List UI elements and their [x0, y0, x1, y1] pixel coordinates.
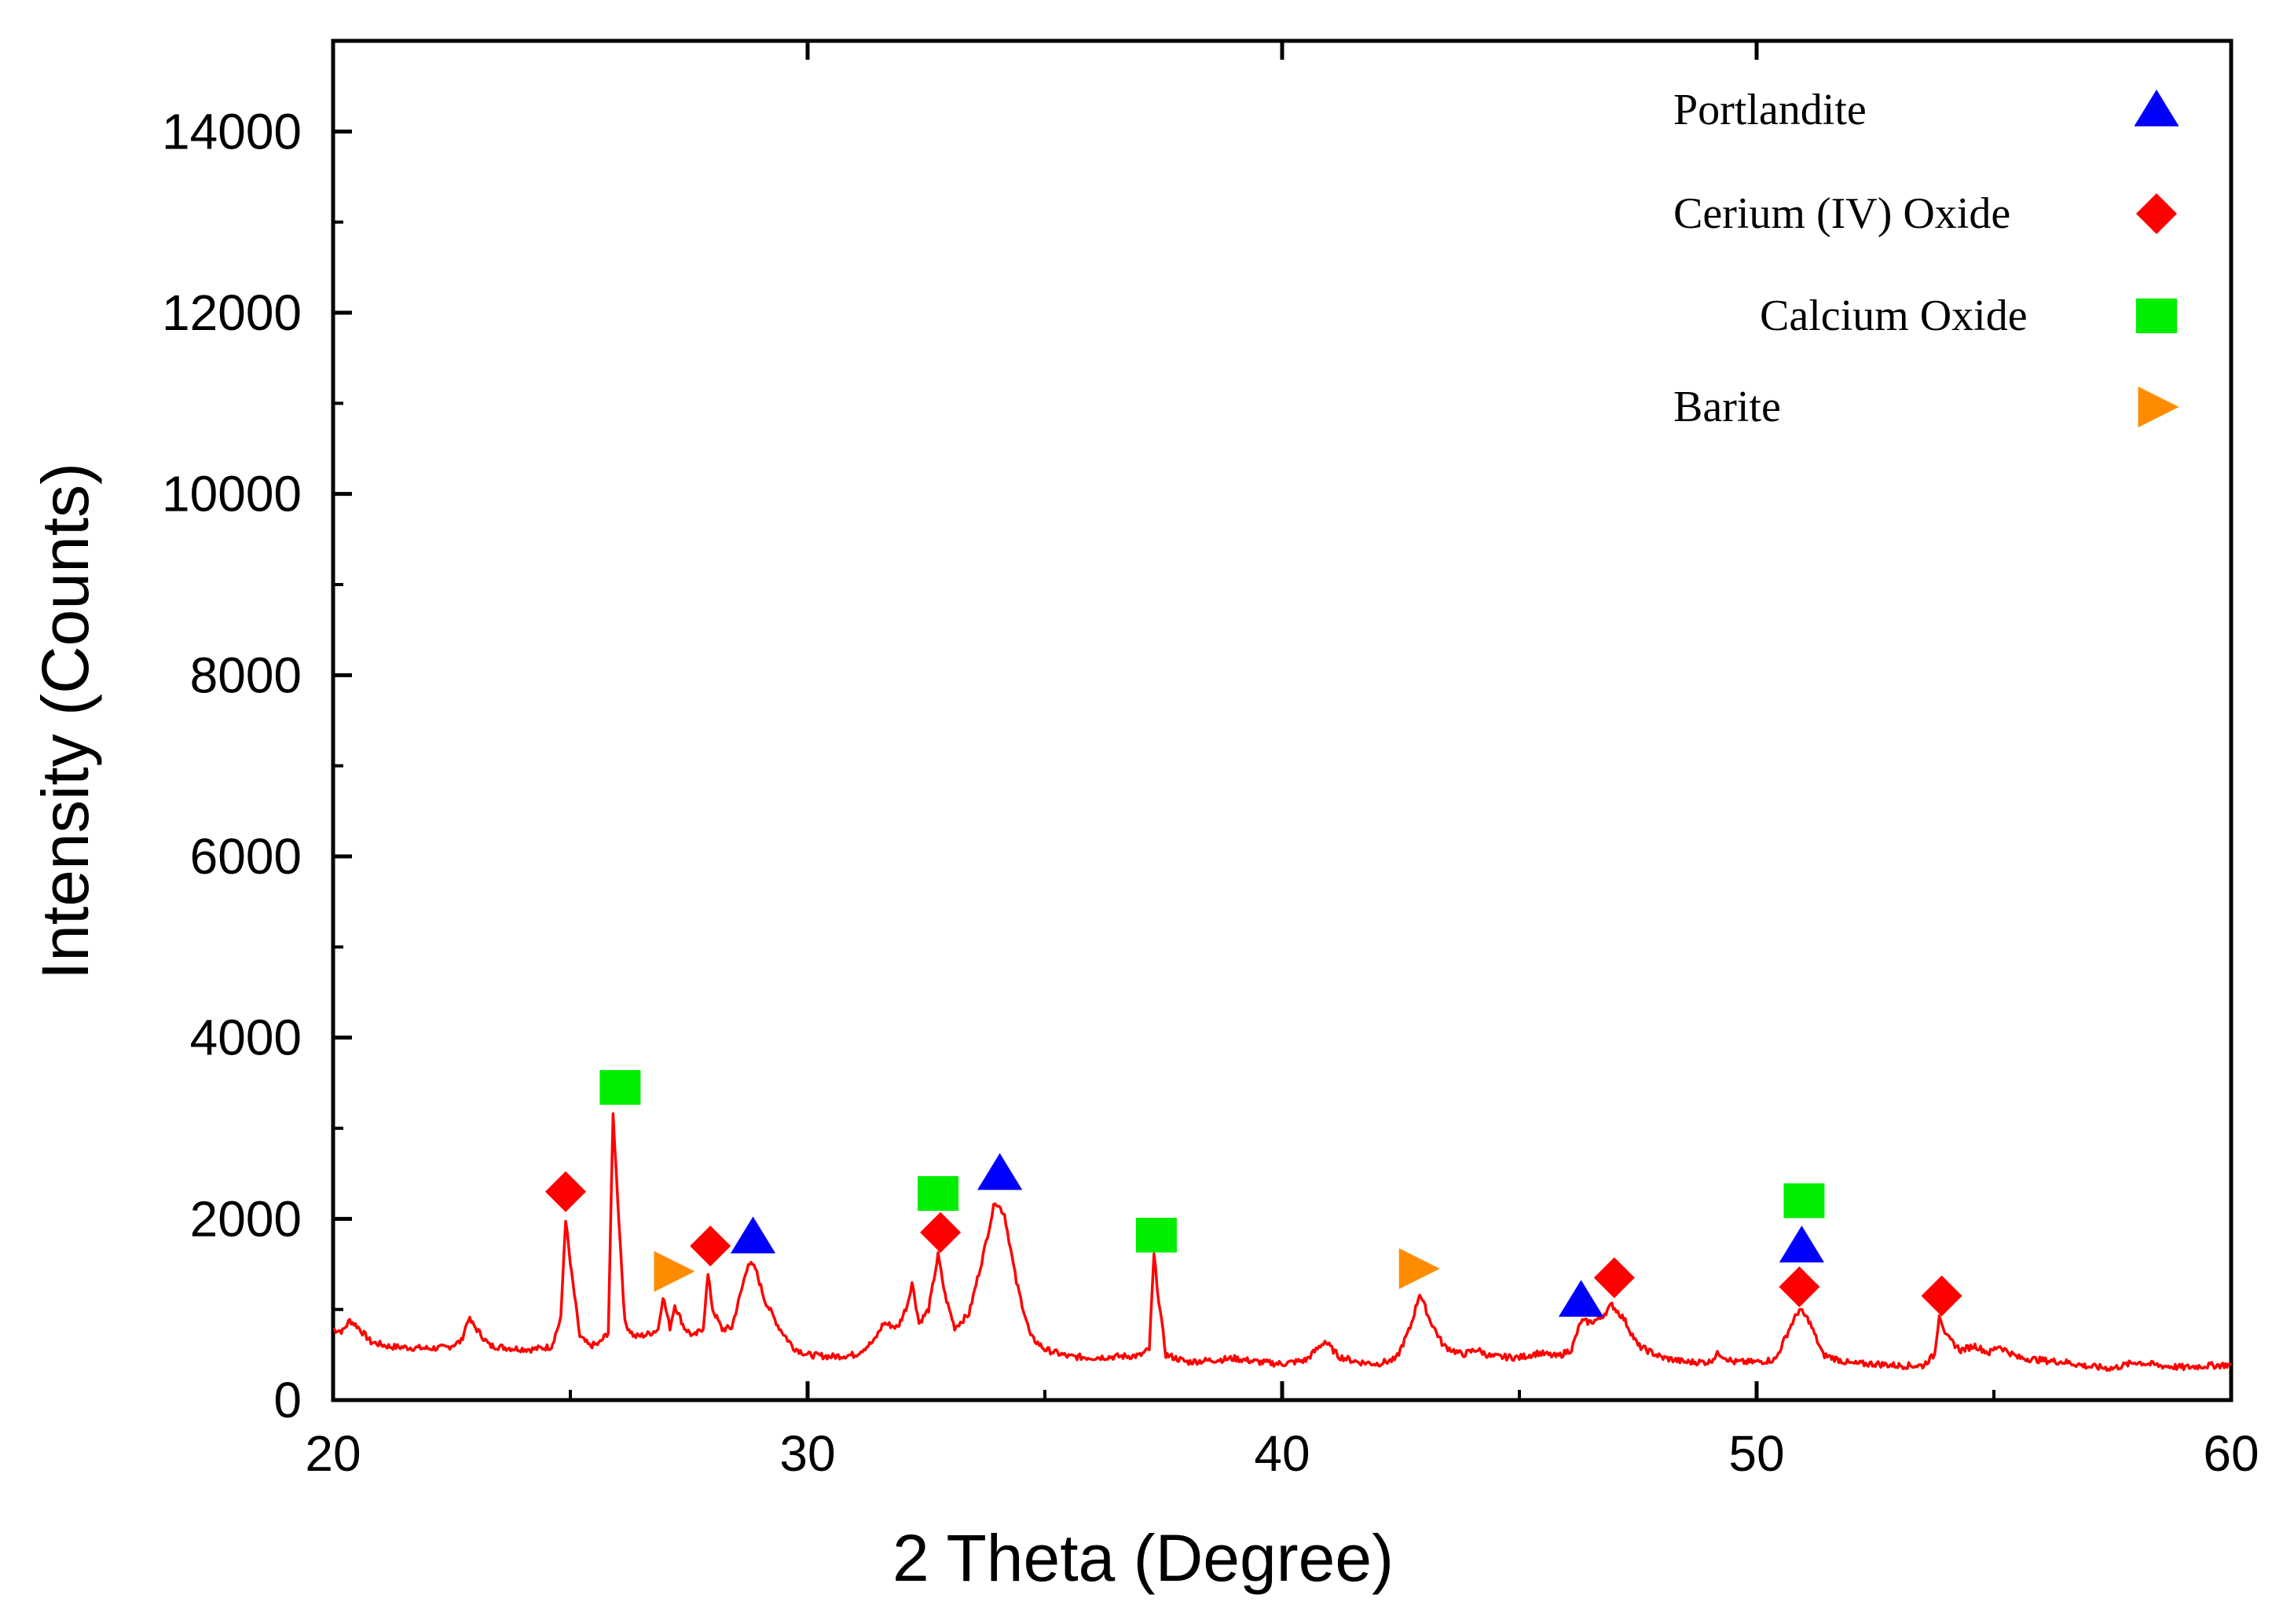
- xrd-series-line: [332, 1112, 2232, 1373]
- peak-marker-portlandite: [1779, 1225, 1824, 1263]
- peak-marker-cerium-iv-oxide: [1921, 1275, 1962, 1317]
- y-tick-label: 2000: [190, 1190, 302, 1247]
- series-layer: [332, 1112, 2232, 1373]
- x-axis-title: 2 Theta (Degree): [892, 1521, 1394, 1595]
- axis-ticks: [331, 41, 2234, 1402]
- peak-marker-cerium-iv-oxide: [690, 1225, 731, 1267]
- x-tick-label: 20: [305, 1425, 361, 1482]
- axis-tick-labels: 20 30 40 50 60 0 2000 4000 6000 8000 10000 12000 140…: [162, 103, 2259, 1482]
- phase-markers: [544, 1070, 1962, 1317]
- peak-marker-cerium-iv-oxide: [920, 1212, 962, 1253]
- peak-marker-portlandite: [730, 1216, 776, 1254]
- peak-marker-calcium-oxide: [599, 1070, 641, 1105]
- y-axis-title: Intensity (Counts): [28, 463, 102, 980]
- x-tick-label: 40: [1254, 1425, 1310, 1482]
- legend-marker-cerium-iv-oxide: [2136, 193, 2177, 234]
- y-tick-label: 4000: [190, 1010, 302, 1066]
- legend-label-calcium-oxide: Calcium Oxide: [1760, 291, 2028, 340]
- y-tick-label: 10000: [162, 466, 302, 522]
- legend-label-cerium-iv-oxide: Cerium (IV) Oxide: [1673, 189, 2010, 238]
- peak-marker-calcium-oxide: [1135, 1217, 1177, 1253]
- peak-marker-calcium-oxide: [1783, 1183, 1825, 1219]
- legend-label-portlandite: Portlandite: [1673, 86, 1867, 134]
- peak-marker-barite: [1398, 1248, 1440, 1289]
- legend: Portlandite Cerium (IV) Oxide Calcium Oxid…: [1673, 86, 2179, 431]
- y-tick-label: 14000: [162, 103, 302, 159]
- x-tick-label: 30: [779, 1425, 835, 1482]
- y-tick-label: 12000: [162, 284, 302, 341]
- peak-marker-calcium-oxide: [918, 1175, 959, 1212]
- peak-marker-cerium-iv-oxide: [1593, 1257, 1635, 1299]
- peak-marker-cerium-iv-oxide: [1779, 1266, 1820, 1307]
- peak-marker-cerium-iv-oxide: [544, 1171, 586, 1212]
- peak-marker-portlandite: [1558, 1280, 1604, 1317]
- legend-marker-barite: [2138, 387, 2179, 427]
- x-tick-label: 50: [1728, 1425, 1784, 1482]
- y-tick-label: 8000: [190, 647, 302, 703]
- y-tick-label: 0: [273, 1372, 302, 1428]
- x-tick-label: 60: [2203, 1425, 2259, 1482]
- peak-marker-barite: [654, 1251, 695, 1292]
- y-tick-label: 6000: [190, 828, 302, 885]
- legend-marker-calcium-oxide: [2136, 298, 2177, 334]
- peak-marker-portlandite: [977, 1153, 1023, 1190]
- legend-label-barite: Barite: [1673, 383, 1781, 431]
- legend-marker-portlandite: [2134, 90, 2179, 126]
